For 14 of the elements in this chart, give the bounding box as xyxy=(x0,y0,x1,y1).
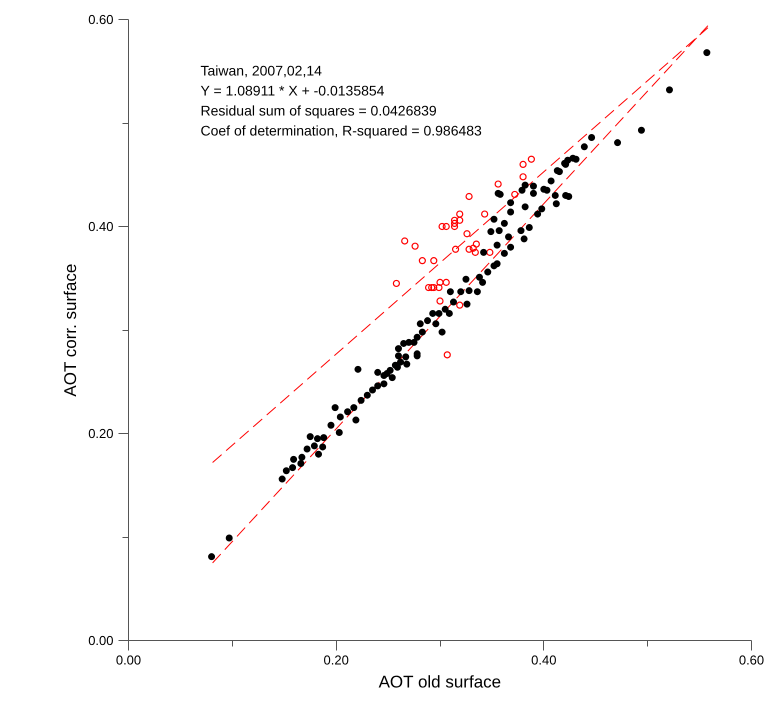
x-tick-label: 0.00 xyxy=(116,652,142,668)
y-tick-label: 0.40 xyxy=(88,219,114,234)
y-tick-label: 0.60 xyxy=(88,12,114,27)
x-axis-title: AOT old surface xyxy=(378,672,502,692)
annotation: Coef of determination, R-squared = 0.986483 xyxy=(200,122,482,138)
x-tick-label: 0.20 xyxy=(324,652,349,668)
x-tick-label: 0.40 xyxy=(531,652,556,668)
annotation: Y = 1.08911 * X + -0.0135854 xyxy=(200,82,385,98)
x-tick-label: 0.60 xyxy=(738,652,764,668)
annotation: Taiwan, 2007,02,14 xyxy=(200,62,322,78)
annotation: Residual sum of squares = 0.0426839 xyxy=(200,102,437,118)
y-tick-label: 0.20 xyxy=(88,426,114,441)
y-tick-label: 0.00 xyxy=(88,633,114,648)
y-axis-title: AOT corr. surface xyxy=(61,264,80,397)
